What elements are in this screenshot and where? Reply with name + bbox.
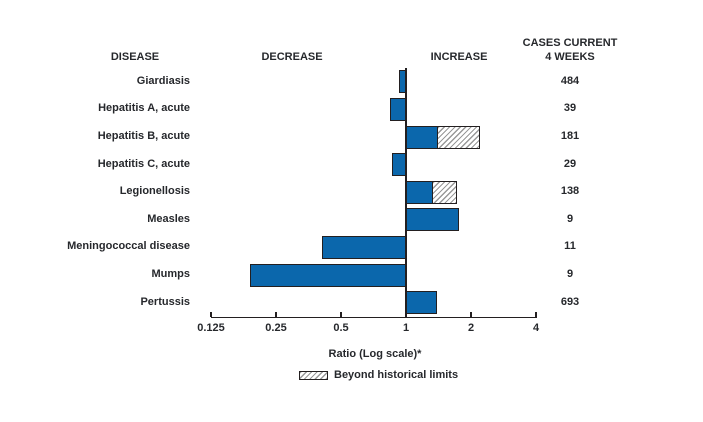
disease-label: Hepatitis A, acute [98,102,190,115]
cases-column-header-line1: CASES CURRENT [522,37,618,49]
cases-value: 484 [560,74,580,87]
axis-tick [470,311,472,317]
axis-tick-label: 2 [467,322,475,334]
axis-tick-label: 0.5 [333,322,349,334]
cases-value: 9 [566,212,574,225]
cases-value: 39 [563,102,577,115]
ratio-one-axis-line [405,68,407,318]
cases-value: 29 [563,157,577,170]
axis-tick-label: 1 [402,322,410,334]
axis-tick [340,311,342,317]
axis-tick-label: 4 [532,322,540,334]
decrease-header: DECREASE [261,51,323,63]
axis-tick-label: 0.125 [197,322,225,334]
axis-tick [405,311,407,317]
cases-value: 181 [560,130,580,142]
disease-label: Hepatitis C, acute [97,157,190,170]
beyond-historical-limits-swatch-icon [299,371,328,380]
cases-column-header: CASES CURRENT 4 WEEKS [523,36,618,64]
x-axis-line [210,316,537,318]
disease-label: Hepatitis B, acute [97,130,190,142]
cases-value: 9 [566,268,574,280]
ratio-bar [406,180,434,204]
disease-label: Measles [147,212,190,225]
increase-header: INCREASE [430,51,488,63]
disease-label: Mumps [151,268,191,280]
beyond-limit-bar [431,180,457,204]
axis-tick [210,311,212,317]
axis-tick-label: 0.25 [265,322,287,334]
cases-value: 11 [564,240,576,253]
ratio-bar [406,291,437,315]
axis-tick [535,311,537,317]
disease-label: Meningococcal disease [67,240,190,253]
cases-column-header-line2: 4 WEEKS [545,51,595,63]
ratio-bar [250,263,407,287]
ratio-bar [406,125,439,149]
legend-label: Beyond historical limits [334,369,459,381]
disease-column-header: DISEASE [110,51,160,63]
beyond-limit-bar [436,125,480,149]
ratio-bar [322,235,407,259]
disease-label: Pertussis [140,295,190,308]
disease-label: Giardiasis [136,74,190,87]
axis-tick [275,311,277,317]
cases-value: 693 [560,295,580,308]
disease-label: Legionellosis [119,185,190,198]
x-axis-title: Ratio (Log scale)* [328,348,422,360]
ratio-bar [406,208,459,232]
cases-value: 138 [560,185,580,198]
